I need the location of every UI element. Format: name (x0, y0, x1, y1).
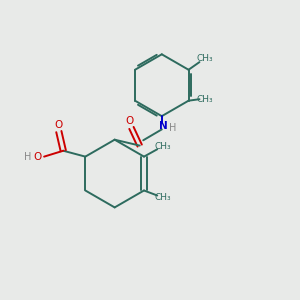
Text: CH₃: CH₃ (196, 95, 213, 104)
Text: O: O (126, 116, 134, 126)
Text: H: H (24, 152, 31, 162)
Text: O: O (55, 120, 63, 130)
Text: CH₃: CH₃ (155, 142, 171, 151)
Text: N: N (159, 121, 168, 131)
Text: H: H (169, 123, 177, 133)
Text: CH₃: CH₃ (196, 54, 213, 63)
Text: CH₃: CH₃ (155, 193, 171, 202)
Text: O: O (34, 152, 42, 162)
